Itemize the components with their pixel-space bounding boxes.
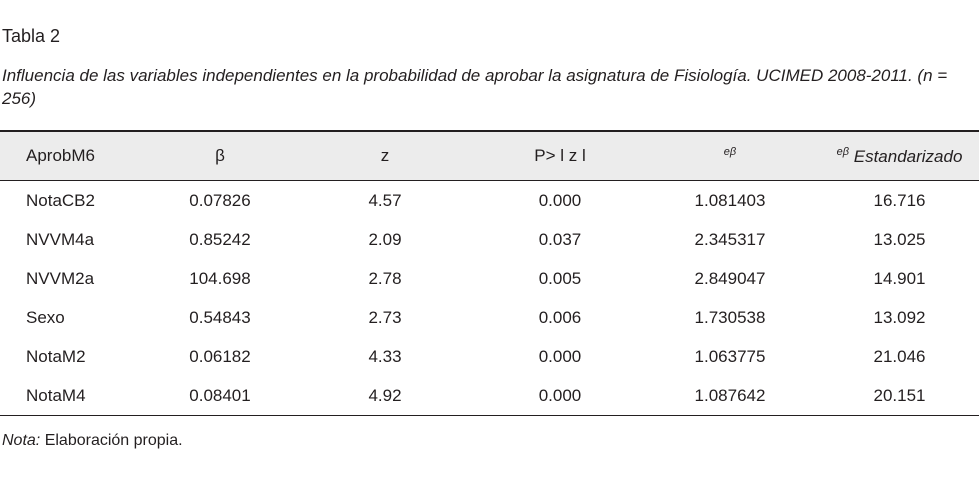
cell-beta: 0.54843	[189, 307, 251, 327]
cell-exp: 2.345317	[694, 229, 766, 249]
header-exp-sup: β	[729, 145, 737, 158]
cell-std: 20.151	[873, 385, 926, 405]
cell-exp: 1.087642	[694, 385, 766, 405]
cell-beta: 104.698	[189, 268, 251, 288]
table-row: NotaM4 0.08401 4.92 0.000 1.087642 20.151	[0, 376, 979, 416]
cell-exp: 1.730538	[694, 307, 766, 327]
cell-std: 13.092	[873, 307, 926, 327]
results-table: AprobM6 β z P> l z l eβ eβ Estandarizado…	[0, 130, 979, 416]
table-row: NVVM2a 104.698 2.78 0.005 2.849047 14.901	[0, 259, 979, 298]
header-z: z	[380, 146, 390, 165]
cell-z: 4.57	[368, 190, 402, 210]
cell-variable: Sexo	[26, 307, 65, 327]
cell-exp: 1.081403	[694, 190, 766, 210]
header-std-exp-base: e	[836, 145, 843, 158]
cell-std: 21.046	[873, 346, 926, 366]
cell-beta: 0.07826	[189, 190, 251, 210]
cell-exp: 1.063775	[694, 346, 766, 366]
cell-variable: NVVM2a	[26, 268, 95, 288]
header-exp-beta-std: eβ Estandarizado	[820, 131, 979, 181]
cell-beta: 0.85242	[189, 229, 251, 249]
cell-beta: 0.06182	[189, 346, 251, 366]
table-label: Tabla 2	[2, 26, 61, 46]
header-exp-beta: eβ	[640, 131, 820, 181]
cell-p: 0.005	[538, 268, 582, 288]
table-note: Nota: Elaboración propia.	[2, 432, 183, 450]
table-row: NotaM2 0.06182 4.33 0.000 1.063775 21.046	[0, 337, 979, 376]
header-exp-base: e	[723, 145, 730, 158]
table-caption: Influencia de las variables independient…	[2, 66, 948, 108]
note-text: Elaboración propia.	[40, 432, 183, 449]
table-header-row: AprobM6 β z P> l z l eβ eβ Estandarizado	[0, 131, 979, 181]
cell-z: 2.78	[368, 268, 402, 288]
cell-std: 14.901	[873, 268, 926, 288]
header-p: P> l z l	[534, 146, 586, 165]
cell-p: 0.037	[538, 229, 582, 249]
cell-variable: NotaM2	[26, 346, 86, 366]
cell-variable: NVVM4a	[26, 229, 95, 249]
cell-p: 0.006	[538, 307, 582, 327]
table-body: NotaCB2 0.07826 4.57 0.000 1.081403 16.716 NVV…	[0, 181, 979, 416]
cell-std: 16.716	[873, 190, 926, 210]
cell-z: 4.33	[368, 346, 402, 366]
cell-z: 2.09	[368, 229, 402, 249]
header-std-label: Estandarizado	[853, 146, 963, 166]
cell-p: 0.000	[538, 385, 582, 405]
cell-z: 2.73	[368, 307, 402, 327]
cell-p: 0.000	[538, 190, 582, 210]
header-beta: β	[215, 146, 225, 165]
header-std-exp-sup: β	[842, 145, 849, 158]
table-row: NotaCB2 0.07826 4.57 0.000 1.081403 16.716	[0, 181, 979, 221]
cell-p: 0.000	[538, 346, 582, 366]
cell-std: 13.025	[873, 229, 926, 249]
cell-exp: 2.849047	[694, 268, 766, 288]
cell-variable: NotaM4	[26, 385, 86, 405]
note-prefix: Nota:	[2, 432, 41, 449]
cell-beta: 0.08401	[189, 385, 251, 405]
table-row: Sexo 0.54843 2.73 0.006 1.730538 13.092	[0, 298, 979, 337]
table-row: NVVM4a 0.85242 2.09 0.037 2.345317 13.025	[0, 220, 979, 259]
header-variable: AprobM6	[26, 146, 95, 165]
cell-z: 4.92	[368, 385, 402, 405]
cell-variable: NotaCB2	[26, 190, 95, 210]
